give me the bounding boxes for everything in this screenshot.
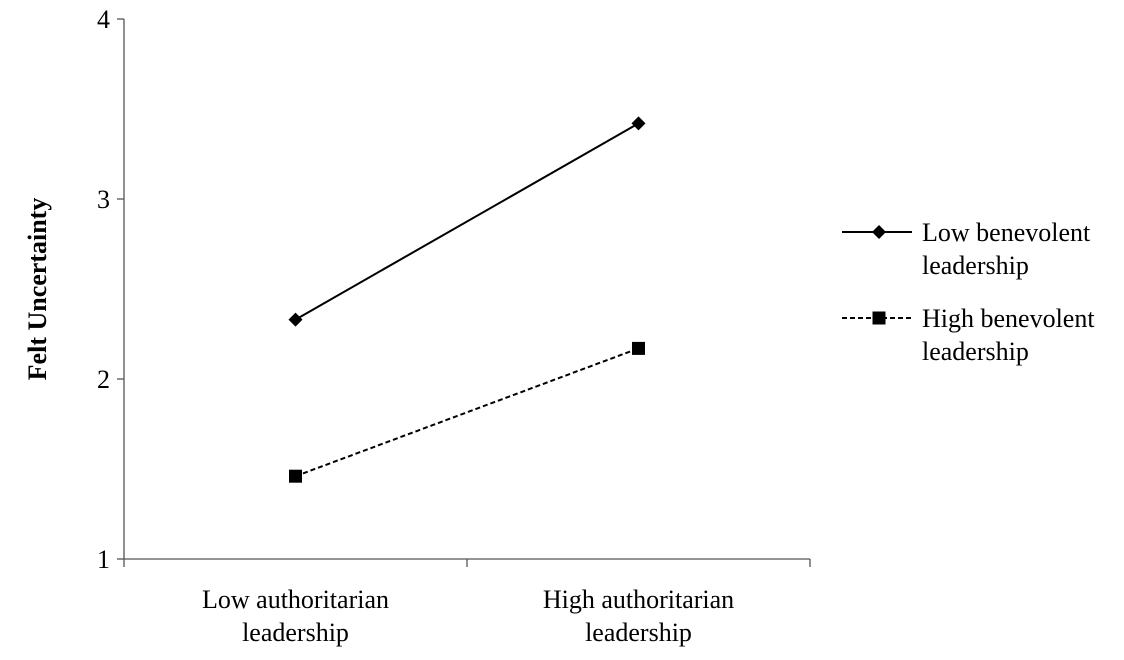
legend-item: High benevolent leadership: [842, 304, 1095, 366]
legend-marker-diamond: [872, 225, 886, 239]
y-tick-label: 2: [97, 365, 110, 394]
y-tick-label: 4: [97, 5, 110, 34]
legend-label-line: leadership: [922, 251, 1029, 280]
x-category-label-line: Low authoritarian: [202, 585, 389, 614]
series-line: [295, 122, 639, 321]
legend-label-line: Low benevolent: [922, 218, 1091, 247]
legend-marker-square: [872, 311, 886, 325]
legend-item: Low benevolent leadership: [842, 218, 1091, 280]
x-category-label-line: leadership: [242, 618, 349, 647]
y-tick-label: 1: [97, 545, 110, 574]
x-category-label: Low authoritarian leadership: [202, 585, 389, 647]
series-0: [288, 116, 646, 327]
x-category-label-line: leadership: [585, 618, 692, 647]
y-axis-title: Felt Uncertainty: [23, 198, 52, 381]
data-point-diamond: [631, 116, 646, 131]
x-category-label-line: High authoritarian: [543, 585, 734, 614]
series-line: [295, 347, 639, 478]
legend-label-line: High benevolent: [922, 304, 1095, 333]
legend: Low benevolent leadership High benevolent l…: [842, 218, 1095, 366]
data-point-square: [632, 341, 645, 355]
legend-label: Low benevolent leadership: [922, 218, 1091, 280]
legend-label-line: leadership: [922, 337, 1029, 366]
series-group: [288, 116, 646, 483]
x-category-label: High authoritarian leadership: [543, 585, 734, 647]
y-tick-label: 3: [97, 185, 110, 214]
data-point-square: [289, 469, 302, 483]
series-1: [289, 341, 645, 483]
legend-label: High benevolent leadership: [922, 304, 1095, 366]
data-point-diamond: [288, 312, 303, 327]
